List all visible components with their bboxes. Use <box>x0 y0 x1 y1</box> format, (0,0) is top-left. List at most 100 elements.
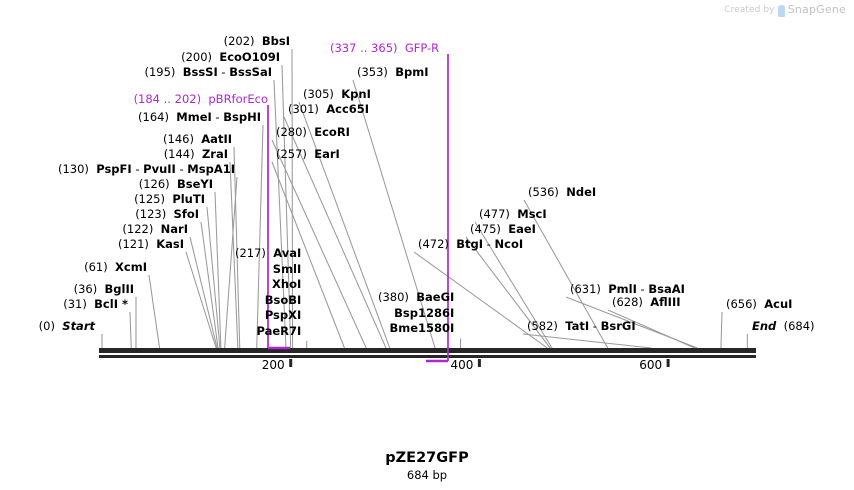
enzyme-position: (301) <box>288 102 319 116</box>
ruler-tick <box>666 359 670 367</box>
feature-range: (337 .. 365) <box>330 41 398 55</box>
enzyme-position: (656) <box>726 297 757 311</box>
leader-line-202 <box>291 48 294 349</box>
feature-markers-group <box>267 54 449 363</box>
enzyme-label: (305) KpnI <box>303 88 371 100</box>
leader-line-280 <box>271 139 367 349</box>
enzyme-name: MscI <box>517 207 547 221</box>
enzyme-label: (353) BpmI <box>357 66 429 78</box>
enzyme-label: (122) NarI <box>122 223 188 235</box>
enzyme-label: (164) MmeI - BspHI <box>138 111 261 123</box>
feature-label: (337 .. 365) GFP-R <box>330 42 439 54</box>
leader-line-126 <box>214 191 222 349</box>
enzyme-name: BssSaI <box>229 65 272 79</box>
enzyme-position: (123) <box>135 207 167 221</box>
enzyme-name: EcoO109I <box>219 50 280 64</box>
terminal-position: (684) <box>783 319 815 333</box>
leader-line-144 <box>229 161 239 349</box>
enzyme-name: EaeI <box>508 222 536 236</box>
enzyme-name: NarI <box>160 222 188 236</box>
enzyme-name: PspFI <box>96 162 132 176</box>
ruler-tick <box>289 359 293 367</box>
enzyme-position: (631) <box>570 282 601 296</box>
enzyme-name: KasI <box>156 237 184 251</box>
enzyme-position: (146) <box>163 132 194 146</box>
enzyme-label: (301) Acc65I <box>288 103 369 115</box>
enzyme-label: (202) BbsI <box>224 35 290 47</box>
enzyme-name-separator: - <box>589 319 601 333</box>
enzyme-name: SmlI <box>272 261 302 276</box>
enzyme-name: AatII <box>201 132 232 146</box>
enzyme-name: BaeGI <box>416 290 455 304</box>
enzyme-label: (125) PluTI <box>134 193 205 205</box>
enzyme-name-separator: - <box>483 237 495 251</box>
feature-name: GFP-R <box>404 41 440 55</box>
enzyme-name: BsrGI <box>600 319 636 333</box>
backbone-group <box>99 348 756 358</box>
enzyme-name: BtgI <box>456 237 484 251</box>
leader-line-195 <box>273 79 287 349</box>
enzyme-position: (126) <box>138 177 170 191</box>
enzyme-label: (536) NdeI <box>528 186 596 198</box>
enzyme-label: (121) KasI <box>118 238 184 250</box>
enzyme-position: (472) <box>418 237 449 251</box>
enzyme-label: (200) EcoO109I <box>181 51 280 63</box>
terminal-name: Start <box>62 319 95 333</box>
plasmid-size: 684 bp <box>406 468 448 482</box>
enzyme-name-separator: - <box>636 282 649 296</box>
snapgene-watermark: Created by SnapGene <box>724 3 846 17</box>
enzyme-label: (475) EaeI <box>470 223 536 235</box>
leader-line-123 <box>200 221 219 349</box>
enzyme-name: PvuII <box>143 162 176 176</box>
enzyme-label: (477) MscI <box>479 208 547 220</box>
enzyme-label: (31) BclI * <box>63 298 128 310</box>
ruler-ticks-group <box>289 359 670 367</box>
enzyme-label: (126) BseYI <box>139 178 213 190</box>
enzyme-position: (353) <box>357 65 388 79</box>
enzyme-name: SfoI <box>173 207 199 221</box>
enzyme-name: EcoRI <box>314 125 350 139</box>
enzyme-name: BssSI <box>182 65 218 79</box>
leader-line-61 <box>148 274 161 349</box>
enzyme-label: (472) BtgI - NcoI <box>418 238 523 250</box>
leader-line-257 <box>271 161 345 349</box>
enzyme-name-separator: - <box>175 162 188 176</box>
enzyme-name: Bme1580I <box>389 321 455 335</box>
enzyme-position: (305) <box>303 87 334 101</box>
enzyme-name: EarI <box>314 147 340 161</box>
enzyme-position: (144) <box>163 147 195 161</box>
enzyme-label: (130) PspFI - PvuII - MspA1I <box>58 163 235 175</box>
enzyme-name: Bsp1286I <box>394 305 455 320</box>
snapgene-brand: SnapGene <box>787 3 846 16</box>
enzyme-name: BglII <box>104 282 135 296</box>
leader-line-472 <box>413 251 548 349</box>
leader-line-122 <box>189 236 218 349</box>
enzyme-label: (195) BssSI - BssSaI <box>144 66 272 78</box>
enzyme-name: KpnI <box>341 87 371 101</box>
enzyme-name: TatI <box>565 319 590 333</box>
enzyme-name: BsoBI <box>264 292 302 307</box>
enzyme-position: (217) <box>235 246 266 260</box>
enzyme-name: AflIII <box>650 295 681 309</box>
enzyme-name-separator: - <box>217 65 230 79</box>
enzyme-label: (36) BglII <box>74 283 134 295</box>
enzyme-label: (280) EcoRI <box>276 126 350 138</box>
enzyme-name: BbsI <box>261 34 290 48</box>
enzyme-position: (477) <box>479 207 510 221</box>
leader-line-582 <box>522 333 652 349</box>
leader-line-631 <box>565 296 698 349</box>
enzyme-label: (582) TatI - BsrGI <box>527 320 636 332</box>
leader-line-536 <box>523 199 609 349</box>
enzyme-position: (200) <box>181 50 213 64</box>
enzyme-name: BspHI <box>223 110 261 124</box>
leader-line-475 <box>465 236 551 349</box>
enzyme-name: PluTI <box>172 192 205 206</box>
enzyme-position: (280) <box>276 125 307 139</box>
enzyme-name: PspXI <box>264 308 302 322</box>
enzyme-label: (628) AflIII <box>612 296 681 308</box>
leader-line-301 <box>283 116 387 349</box>
snapgene-logo-icon <box>777 4 785 17</box>
enzyme-name: AcuI <box>764 297 793 311</box>
enzyme-position: (195) <box>144 65 176 79</box>
feature-name: pBRforEco <box>208 92 268 106</box>
